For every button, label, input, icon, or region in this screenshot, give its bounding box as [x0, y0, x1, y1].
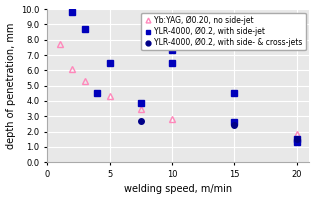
Y-axis label: depth of penetration, mm: depth of penetration, mm: [6, 22, 15, 149]
Legend: Yb:YAG, Ø0.20, no side-jet, YLR-4000, Ø0.2, with side-jet, YLR-4000, Ø0.2, with : Yb:YAG, Ø0.20, no side-jet, YLR-4000, Ø0…: [141, 13, 306, 50]
X-axis label: welding speed, m/min: welding speed, m/min: [124, 184, 232, 194]
